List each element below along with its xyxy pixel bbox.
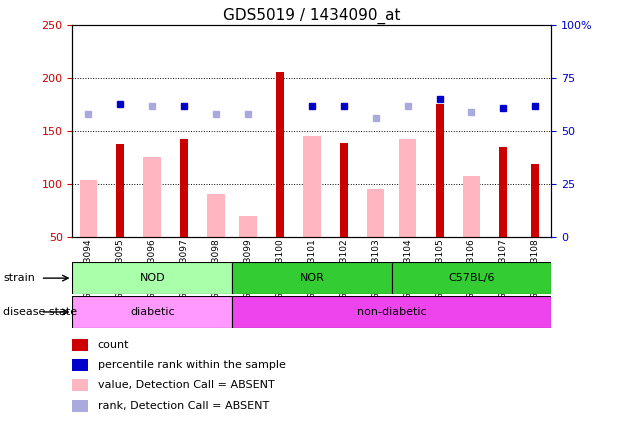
Bar — [392, 262, 551, 294]
Bar — [72, 262, 232, 294]
Text: NOD: NOD — [139, 273, 165, 283]
Bar — [399, 139, 416, 237]
Text: C57BL/6: C57BL/6 — [448, 273, 495, 283]
Bar — [72, 296, 232, 328]
Bar — [232, 296, 551, 328]
Bar — [303, 136, 321, 237]
Bar — [232, 262, 392, 294]
Text: rank, Detection Call = ABSENT: rank, Detection Call = ABSENT — [98, 401, 269, 411]
Bar — [232, 262, 392, 294]
Text: strain: strain — [3, 273, 35, 283]
Bar — [232, 296, 551, 328]
Text: disease state: disease state — [3, 307, 77, 317]
Bar — [180, 139, 188, 237]
Text: non-diabetic: non-diabetic — [357, 307, 427, 317]
Text: diabetic: diabetic — [130, 307, 175, 317]
Bar — [276, 72, 284, 237]
Bar — [531, 164, 539, 237]
Bar — [435, 104, 444, 237]
Bar — [72, 296, 232, 328]
Bar — [392, 262, 551, 294]
Text: count: count — [98, 340, 129, 350]
Bar — [367, 190, 384, 237]
Text: percentile rank within the sample: percentile rank within the sample — [98, 360, 285, 370]
Bar — [340, 143, 348, 237]
Bar — [72, 262, 232, 294]
Bar — [144, 157, 161, 237]
Bar — [117, 144, 124, 237]
Bar — [239, 216, 257, 237]
Text: value, Detection Call = ABSENT: value, Detection Call = ABSENT — [98, 380, 275, 390]
Bar — [207, 194, 225, 237]
Bar — [500, 147, 507, 237]
Bar — [462, 176, 480, 237]
Title: GDS5019 / 1434090_at: GDS5019 / 1434090_at — [223, 8, 401, 24]
Bar — [79, 180, 97, 237]
Text: NOR: NOR — [299, 273, 324, 283]
